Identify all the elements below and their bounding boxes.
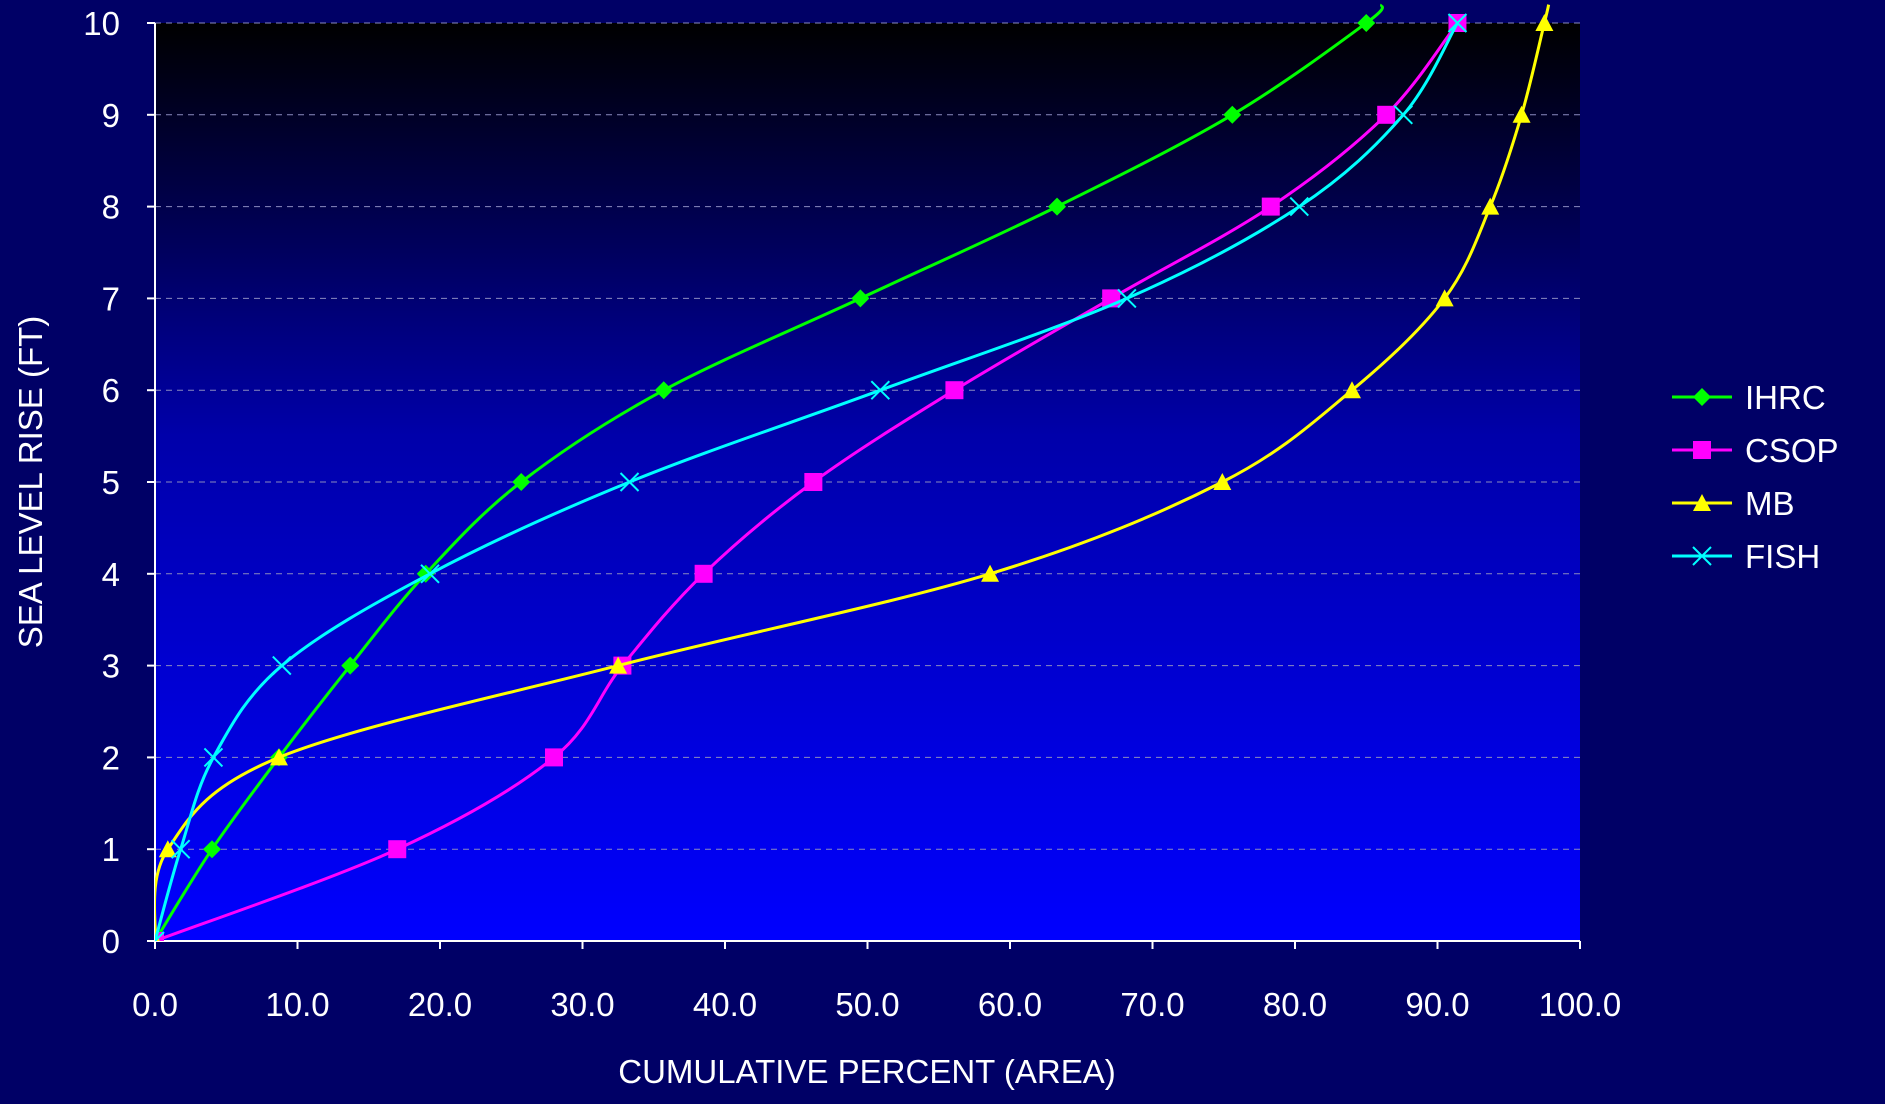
x-tick-label: 90.0 bbox=[1405, 986, 1469, 1023]
x-tick-label: 20.0 bbox=[408, 986, 472, 1023]
legend-item: CSOP bbox=[1672, 432, 1839, 469]
data-point bbox=[545, 748, 563, 767]
legend-label: IHRC bbox=[1745, 379, 1826, 416]
data-point bbox=[1289, 196, 1309, 217]
y-tick-label: 2 bbox=[102, 739, 120, 776]
legend-marker bbox=[1693, 441, 1711, 459]
y-axis-ticks: 0 1 2 3 4 5 6 7 8 9 10 bbox=[83, 5, 155, 960]
data-point bbox=[1357, 14, 1376, 32]
data-point bbox=[1223, 105, 1242, 124]
data-point bbox=[388, 840, 407, 859]
data-point bbox=[694, 564, 713, 583]
y-tick-label: 6 bbox=[102, 372, 120, 409]
data-point bbox=[1377, 105, 1396, 124]
series-mb bbox=[155, 4, 1554, 941]
y-tick-label: 0 bbox=[102, 923, 120, 960]
y-tick-label: 4 bbox=[102, 556, 120, 593]
x-tick-label: 30.0 bbox=[550, 986, 614, 1023]
data-point bbox=[1117, 288, 1137, 309]
legend-marker bbox=[1693, 388, 1711, 406]
data-point bbox=[269, 748, 288, 766]
x-axis-title: CUMULATIVE PERCENT (AREA) bbox=[618, 1053, 1116, 1090]
data-point bbox=[851, 289, 870, 308]
legend: IHRC CSOP MB FISH bbox=[1672, 379, 1839, 575]
x-tick-label: 10.0 bbox=[265, 986, 329, 1023]
data-point bbox=[870, 380, 891, 400]
y-tick-label: 9 bbox=[102, 97, 120, 134]
data-point bbox=[158, 840, 177, 858]
data-point bbox=[609, 656, 628, 674]
data-point bbox=[512, 473, 531, 491]
data-point bbox=[203, 747, 224, 768]
x-tick-label: 50.0 bbox=[835, 986, 899, 1023]
data-point bbox=[654, 381, 673, 400]
x-tick-label: 0.0 bbox=[132, 986, 178, 1023]
y-tick-label: 5 bbox=[102, 464, 120, 501]
data-point bbox=[1535, 14, 1554, 31]
legend-label: CSOP bbox=[1745, 432, 1839, 469]
y-tick-label: 10 bbox=[83, 5, 120, 42]
y-tick-label: 7 bbox=[102, 280, 120, 317]
series-fish bbox=[155, 13, 1468, 941]
x-tick-label: 60.0 bbox=[978, 986, 1042, 1023]
data-series bbox=[155, 3, 1554, 941]
x-axis-ticks: 0.0 10.0 20.0 30.0 40.0 50.0 60.0 70.0 80.0 90.0 1… bbox=[132, 941, 1621, 1023]
y-axis-title: SEA LEVEL RISE (FT) bbox=[12, 316, 49, 649]
data-point bbox=[619, 472, 640, 492]
data-point bbox=[272, 655, 292, 676]
data-point bbox=[1261, 197, 1280, 216]
legend-marker bbox=[1692, 546, 1712, 566]
legend-item: FISH bbox=[1672, 538, 1820, 575]
legend-item: MB bbox=[1672, 485, 1795, 522]
series-csop bbox=[155, 14, 1467, 941]
data-point bbox=[945, 381, 964, 400]
y-tick-label: 1 bbox=[102, 831, 120, 868]
data-point bbox=[341, 656, 360, 675]
legend-label: MB bbox=[1745, 485, 1795, 522]
data-point bbox=[170, 839, 191, 859]
x-tick-label: 40.0 bbox=[693, 986, 757, 1023]
x-tick-label: 100.0 bbox=[1539, 986, 1622, 1023]
x-tick-label: 80.0 bbox=[1263, 986, 1327, 1023]
legend-marker bbox=[1693, 494, 1711, 511]
data-point bbox=[1048, 197, 1067, 216]
legend-item: IHRC bbox=[1672, 379, 1826, 416]
data-point bbox=[804, 473, 823, 491]
data-point bbox=[1435, 289, 1454, 307]
data-point bbox=[420, 564, 440, 584]
data-point bbox=[1447, 13, 1468, 33]
y-tick-label: 3 bbox=[102, 648, 120, 685]
data-point bbox=[1481, 197, 1500, 215]
data-point bbox=[203, 840, 221, 859]
y-tick-label: 8 bbox=[102, 189, 120, 226]
data-point bbox=[155, 931, 165, 941]
x-tick-label: 70.0 bbox=[1120, 986, 1184, 1023]
legend-label: FISH bbox=[1745, 538, 1820, 575]
data-point bbox=[1393, 105, 1414, 125]
data-point bbox=[1512, 105, 1531, 123]
data-point bbox=[981, 564, 1000, 582]
data-point bbox=[1343, 381, 1361, 399]
data-point bbox=[1213, 473, 1232, 490]
